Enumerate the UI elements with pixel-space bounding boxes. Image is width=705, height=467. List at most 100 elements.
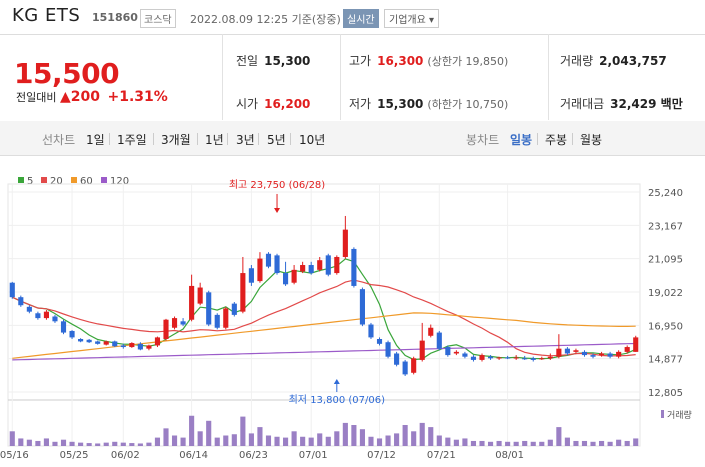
candle-body bbox=[154, 337, 161, 346]
candle-body bbox=[291, 269, 297, 283]
volume-bar bbox=[146, 442, 152, 446]
volume-bar bbox=[35, 440, 41, 446]
volume-bar bbox=[436, 435, 442, 446]
trade-amount: 거래대금 32,429 백만 bbox=[560, 97, 683, 111]
candle-body bbox=[120, 345, 126, 348]
candle-body bbox=[9, 282, 15, 298]
candle-body bbox=[86, 339, 92, 343]
volume-bar bbox=[103, 442, 109, 446]
candle-body bbox=[231, 303, 237, 315]
candle-chart-caption: 봉차트 bbox=[466, 133, 500, 147]
volume-bar bbox=[487, 441, 494, 446]
volume-bar bbox=[69, 441, 75, 446]
volume-bar bbox=[359, 429, 365, 446]
volume-bar bbox=[52, 441, 58, 446]
candle-body bbox=[95, 341, 101, 344]
candle-body bbox=[368, 324, 374, 338]
tab-3y[interactable]: 3년 bbox=[236, 133, 255, 147]
volume-bar bbox=[206, 420, 212, 446]
volume-bar bbox=[616, 439, 622, 446]
volume-bar bbox=[300, 436, 306, 446]
candle-body bbox=[60, 321, 67, 333]
volume-bar bbox=[274, 436, 280, 446]
volume-bar bbox=[86, 443, 92, 446]
up-triangle-icon: ▲ bbox=[59, 89, 71, 105]
candle-body bbox=[206, 292, 212, 325]
volume-bar bbox=[95, 443, 101, 446]
chart-grid bbox=[7, 183, 641, 447]
volume-bar bbox=[137, 443, 143, 446]
candle-body bbox=[223, 308, 229, 328]
tab-1y[interactable]: 1년 bbox=[205, 133, 224, 147]
tab-1w[interactable]: 1주일 bbox=[117, 133, 147, 147]
candle-body bbox=[522, 358, 528, 360]
volume-bar bbox=[624, 440, 630, 446]
volume-bar bbox=[453, 439, 459, 446]
candle-body bbox=[265, 253, 272, 267]
candle-body bbox=[633, 337, 639, 352]
candle-body bbox=[274, 255, 280, 274]
candle-body bbox=[530, 358, 536, 360]
candle-body bbox=[103, 341, 109, 345]
tab-monthly[interactable]: 월봉 bbox=[580, 133, 603, 147]
candle-body bbox=[52, 316, 58, 322]
x-tick-label: 06/14 bbox=[179, 450, 208, 461]
volume-bar bbox=[513, 441, 519, 446]
volume-bar bbox=[564, 437, 570, 446]
tab-5y[interactable]: 5년 bbox=[267, 133, 286, 147]
volume-bar bbox=[496, 440, 502, 446]
tab-10y[interactable]: 10년 bbox=[299, 133, 326, 147]
candle-body bbox=[513, 357, 519, 359]
volume-bar bbox=[154, 437, 161, 446]
volume-bar bbox=[171, 435, 178, 446]
volume-bar bbox=[189, 415, 195, 446]
volume-bar bbox=[599, 440, 605, 446]
y-tick-label: 19,022 bbox=[648, 288, 683, 299]
x-tick-label: 05/25 bbox=[60, 450, 89, 461]
tab-daily[interactable]: 일봉 bbox=[510, 133, 533, 147]
volume-bar bbox=[317, 433, 323, 446]
change-label: 전일대비 bbox=[16, 91, 57, 104]
volume-bar bbox=[411, 431, 417, 446]
volume-bar bbox=[522, 440, 528, 446]
candle-body bbox=[43, 311, 49, 319]
candle-body bbox=[394, 353, 400, 365]
legend-label: 120 bbox=[110, 176, 129, 187]
volume-bar bbox=[248, 433, 254, 446]
x-tick-label: 05/16 bbox=[0, 450, 29, 461]
volume: 거래량 2,043,757 bbox=[560, 54, 667, 68]
company-info-dropdown[interactable]: 기업개요 ▾ bbox=[384, 9, 439, 28]
volume-bar bbox=[402, 425, 408, 446]
volume-bar bbox=[573, 440, 579, 446]
high-arrowhead bbox=[274, 207, 281, 213]
candle-body bbox=[78, 339, 84, 342]
tab-weekly[interactable]: 주봉 bbox=[545, 133, 568, 147]
candle-body bbox=[18, 297, 24, 306]
candle-body bbox=[26, 306, 32, 312]
y-tick-label: 12,805 bbox=[648, 388, 683, 399]
realtime-button[interactable]: 실시간 bbox=[343, 9, 379, 28]
volume-bar bbox=[505, 441, 511, 446]
candle-body bbox=[342, 229, 348, 257]
legend-swatch bbox=[71, 177, 77, 183]
candle-body bbox=[470, 356, 477, 360]
candle-body bbox=[300, 265, 306, 272]
price-change: 전일대비 ▲200 +1.31% bbox=[16, 89, 168, 105]
candle-body bbox=[385, 342, 391, 357]
volume-bar bbox=[180, 437, 186, 446]
volume-bar bbox=[342, 422, 348, 446]
low-arrowhead bbox=[333, 378, 340, 384]
tab-3m[interactable]: 3개월 bbox=[161, 133, 191, 147]
stock-header: KG ETS 151860 코스닥 2022.08.09 12:25 기준(장중… bbox=[0, 0, 705, 34]
candle-body bbox=[308, 265, 314, 274]
volume-bar bbox=[334, 431, 340, 446]
candle-body bbox=[419, 340, 425, 360]
tab-1d[interactable]: 1일 bbox=[86, 133, 105, 147]
candle-body bbox=[505, 357, 511, 359]
volume-bar bbox=[214, 437, 220, 446]
candle-body bbox=[496, 357, 502, 359]
volume-bar bbox=[257, 427, 263, 446]
volume-bar bbox=[265, 435, 272, 446]
volume-bar bbox=[9, 431, 15, 446]
market-badge: 코스닥 bbox=[140, 9, 176, 28]
